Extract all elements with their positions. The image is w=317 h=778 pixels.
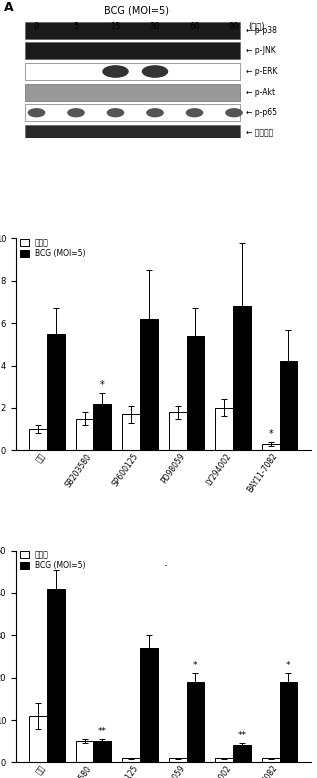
Ellipse shape: [67, 108, 85, 117]
Bar: [215, 408, 233, 450]
Bar: [29, 716, 47, 762]
Text: *: *: [268, 429, 273, 439]
Bar: [94, 741, 111, 762]
Bar: [47, 589, 65, 762]
FancyBboxPatch shape: [25, 43, 240, 59]
Bar: [122, 759, 140, 762]
Ellipse shape: [107, 108, 124, 117]
FancyBboxPatch shape: [25, 63, 240, 80]
Text: *: *: [193, 661, 197, 670]
Legend: 未处理, BCG (MOI=5): 未处理, BCG (MOI=5): [20, 550, 86, 570]
Ellipse shape: [142, 65, 168, 78]
Text: A: A: [4, 2, 14, 14]
Ellipse shape: [102, 65, 129, 78]
Text: 60: 60: [189, 22, 200, 30]
Bar: [186, 682, 204, 762]
Bar: [186, 336, 204, 450]
Text: ← p-Akt: ← p-Akt: [246, 88, 275, 96]
Ellipse shape: [186, 108, 203, 117]
Text: 30: 30: [150, 22, 160, 30]
Text: 15: 15: [110, 22, 121, 30]
Text: *: *: [100, 380, 105, 390]
Bar: [140, 648, 158, 762]
Bar: [47, 334, 65, 450]
Bar: [280, 682, 297, 762]
Text: 90: 90: [229, 22, 239, 30]
Bar: [169, 412, 186, 450]
Bar: [233, 745, 251, 762]
Bar: [29, 429, 47, 450]
FancyBboxPatch shape: [25, 104, 240, 121]
Text: *: *: [286, 661, 291, 670]
Text: BCG (MOI=5): BCG (MOI=5): [104, 5, 169, 16]
Bar: [76, 741, 94, 762]
Ellipse shape: [146, 108, 164, 117]
Bar: [140, 319, 158, 450]
Ellipse shape: [225, 108, 243, 117]
Text: (分钟): (分钟): [249, 22, 265, 30]
Bar: [262, 444, 280, 450]
Bar: [280, 361, 297, 450]
Text: **: **: [98, 727, 107, 736]
Text: **: **: [237, 731, 246, 740]
Text: ← p-JNK: ← p-JNK: [246, 47, 275, 55]
Bar: [122, 415, 140, 450]
FancyBboxPatch shape: [25, 125, 240, 142]
Bar: [233, 307, 251, 450]
Bar: [76, 419, 94, 450]
Bar: [215, 759, 233, 762]
FancyBboxPatch shape: [25, 22, 240, 39]
Text: ← p-ERK: ← p-ERK: [246, 67, 277, 76]
Bar: [169, 759, 186, 762]
Ellipse shape: [28, 108, 45, 117]
Text: ← 肌动蛋白: ← 肌动蛋白: [246, 129, 273, 138]
FancyBboxPatch shape: [25, 84, 240, 100]
Text: .: .: [163, 555, 167, 569]
Text: ← p-p38: ← p-p38: [246, 26, 277, 35]
Text: 0: 0: [34, 22, 39, 30]
Text: 5: 5: [73, 22, 79, 30]
Legend: 未处理, BCG (MOI=5): 未处理, BCG (MOI=5): [20, 238, 86, 258]
Bar: [262, 759, 280, 762]
Bar: [94, 404, 111, 450]
Text: ← p-p65: ← p-p65: [246, 108, 277, 117]
